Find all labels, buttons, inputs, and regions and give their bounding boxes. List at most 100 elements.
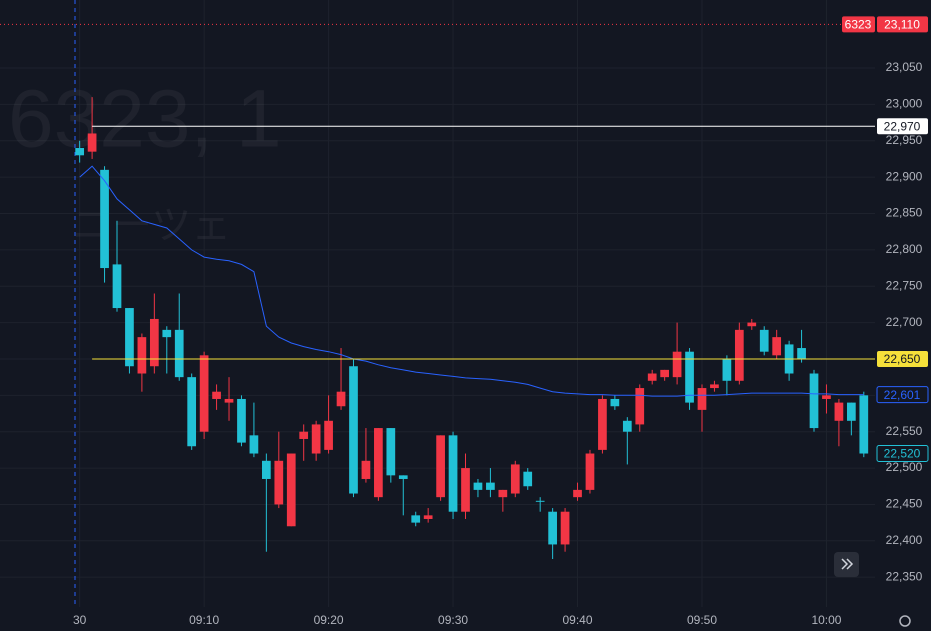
candle-body bbox=[697, 388, 707, 410]
scroll-icon bbox=[841, 558, 854, 570]
candle-body bbox=[137, 337, 147, 374]
price-tag-label: 22,601 bbox=[884, 388, 921, 402]
candle-body bbox=[548, 511, 557, 545]
x-tick-label: 09:40 bbox=[563, 613, 593, 627]
price-tag-label: 22,650 bbox=[884, 352, 921, 366]
candle-body bbox=[710, 384, 719, 389]
y-tick-label: 22,500 bbox=[886, 460, 923, 474]
candle-body bbox=[187, 377, 197, 447]
y-tick-label: 22,800 bbox=[886, 242, 923, 256]
price-tag-label: 22,970 bbox=[884, 119, 921, 133]
y-tick-label: 22,450 bbox=[886, 497, 923, 511]
candle-body bbox=[560, 511, 570, 545]
y-tick-label: 22,400 bbox=[886, 533, 923, 547]
candle-body bbox=[212, 391, 221, 399]
watermark-name: ニーツェ bbox=[72, 204, 231, 248]
candle-body bbox=[772, 337, 782, 356]
candle-body bbox=[436, 435, 445, 498]
candle-body bbox=[224, 398, 234, 403]
candle-body bbox=[149, 318, 159, 367]
x-tick-label: 10:00 bbox=[811, 613, 841, 627]
candle-body bbox=[249, 435, 259, 454]
candle-body bbox=[162, 329, 172, 338]
candle-body bbox=[685, 351, 694, 403]
candle-body bbox=[585, 453, 595, 490]
price-axis: 22,35022,40022,45022,50022,55022,60022,6… bbox=[73, 16, 929, 627]
grid bbox=[0, 0, 875, 607]
moving-average bbox=[79, 165, 864, 397]
symbol-tag-label: 6323 bbox=[845, 18, 872, 32]
y-tick-label: 23,000 bbox=[886, 97, 923, 111]
candle-body bbox=[411, 515, 421, 523]
y-tick-label: 22,550 bbox=[886, 424, 923, 438]
x-tick-label: 09:50 bbox=[687, 613, 717, 627]
candle-body bbox=[324, 420, 333, 450]
candle-body bbox=[573, 489, 582, 498]
candle-body bbox=[473, 482, 483, 490]
candle-body bbox=[286, 453, 296, 527]
candle-body bbox=[486, 482, 495, 490]
candle-body bbox=[100, 169, 109, 269]
candle-body bbox=[610, 398, 620, 407]
candle-body bbox=[498, 489, 508, 498]
y-tick-label: 23,050 bbox=[886, 60, 923, 74]
candle-body bbox=[523, 471, 533, 487]
settings-button[interactable] bbox=[899, 615, 911, 627]
candle-body bbox=[75, 148, 85, 156]
candle-body bbox=[834, 402, 844, 421]
candle-body bbox=[672, 351, 682, 378]
x-tick-label: 09:20 bbox=[314, 613, 344, 627]
candle-body bbox=[386, 428, 396, 476]
candle-body bbox=[622, 420, 632, 432]
y-tick-label: 22,750 bbox=[886, 278, 923, 292]
candle-body bbox=[535, 500, 545, 502]
x-tick-label: 30 bbox=[73, 613, 87, 627]
y-tick-label: 22,700 bbox=[886, 315, 923, 329]
price-tag-label: 22,520 bbox=[884, 447, 921, 461]
price-tag bbox=[877, 350, 928, 367]
candle-body bbox=[174, 329, 184, 378]
candle-body bbox=[374, 428, 383, 498]
price-tag bbox=[877, 118, 928, 135]
y-tick-label: 22,950 bbox=[886, 133, 923, 147]
price-tag-label: 23,110 bbox=[884, 18, 920, 32]
y-tick-label: 22,350 bbox=[886, 569, 923, 583]
candle-body bbox=[635, 388, 645, 425]
candle-body bbox=[125, 308, 134, 367]
watermark-symbol: 6323, 1 bbox=[8, 74, 282, 165]
candle-body bbox=[274, 460, 284, 505]
candle-body bbox=[846, 402, 856, 421]
candle-body bbox=[734, 329, 744, 381]
candle-body bbox=[809, 373, 819, 429]
candle-body bbox=[448, 435, 458, 512]
candle-body bbox=[87, 133, 97, 152]
candle-body bbox=[423, 515, 433, 519]
price-tag bbox=[876, 386, 929, 404]
candle-body bbox=[361, 460, 371, 479]
x-tick-label: 09:30 bbox=[438, 613, 468, 627]
candle-body bbox=[859, 395, 869, 454]
candle-body bbox=[759, 329, 769, 352]
plot bbox=[0, 23, 875, 559]
candle-body bbox=[311, 424, 321, 454]
candle-body bbox=[349, 366, 358, 494]
price-tag bbox=[877, 16, 928, 33]
candle-body bbox=[199, 355, 209, 432]
candle-body bbox=[647, 373, 657, 381]
candle-body bbox=[336, 391, 346, 407]
candle-body bbox=[722, 358, 732, 381]
candle-body bbox=[822, 395, 831, 399]
candle-body bbox=[237, 398, 246, 443]
y-tick-label: 22,850 bbox=[886, 206, 923, 220]
candle-body bbox=[797, 348, 806, 359]
candle-body bbox=[112, 264, 122, 309]
y-tick-label: 22,900 bbox=[886, 169, 923, 183]
candle-body bbox=[747, 322, 757, 327]
candle-body bbox=[262, 460, 271, 479]
candle-body bbox=[510, 464, 520, 494]
candle-body bbox=[299, 431, 309, 439]
candle-body bbox=[660, 369, 670, 378]
price-tag bbox=[876, 445, 929, 463]
